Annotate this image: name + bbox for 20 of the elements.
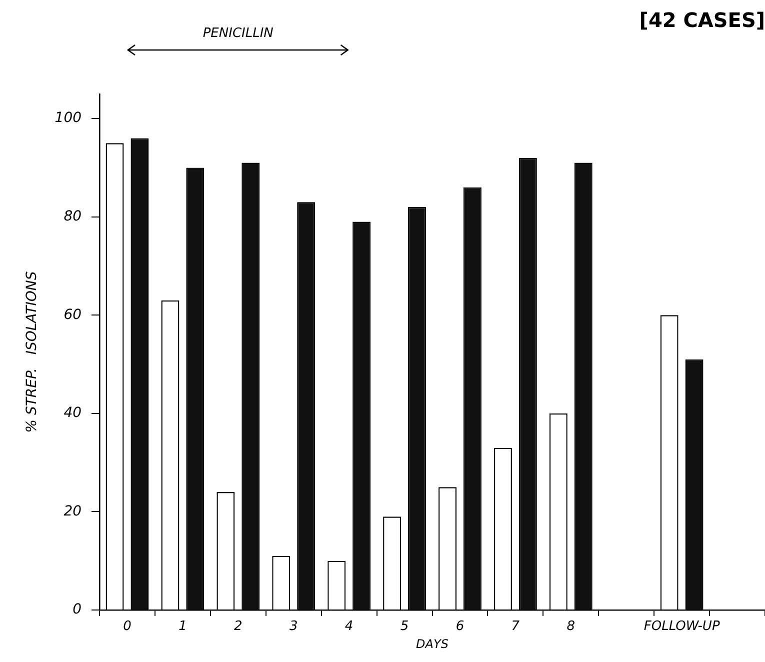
x-tick-label: 2 — [234, 619, 242, 634]
y-axis-title: % STREP. ISOLATIONS — [24, 271, 40, 433]
x-tick-label: 3 — [289, 619, 298, 634]
chart-title: [42 CASES] — [639, 8, 765, 32]
y-tick-label: 20 — [64, 503, 82, 520]
x-axis-title: DAYS — [416, 636, 449, 651]
y-tick-label: 100 — [54, 110, 82, 126]
y-tick-label: 80 — [64, 208, 82, 224]
x-tick-label: 0 — [123, 619, 132, 634]
x-tick-label: 1 — [178, 619, 187, 634]
y-tick-label: 0 — [72, 602, 82, 618]
x-tick-label: 5 — [400, 619, 409, 634]
x-tick-label: FOLLOW-UP — [644, 619, 720, 634]
text: PENICILLIN — [202, 26, 274, 41]
y-tick-label: 60 — [64, 306, 82, 323]
x-tick-label: 7 — [511, 619, 520, 634]
x-tick-label: 4 — [344, 619, 354, 634]
x-tick-label: 6 — [456, 619, 464, 634]
x-tick-label: 8 — [566, 619, 576, 634]
y-tick-label: 40 — [64, 405, 82, 422]
